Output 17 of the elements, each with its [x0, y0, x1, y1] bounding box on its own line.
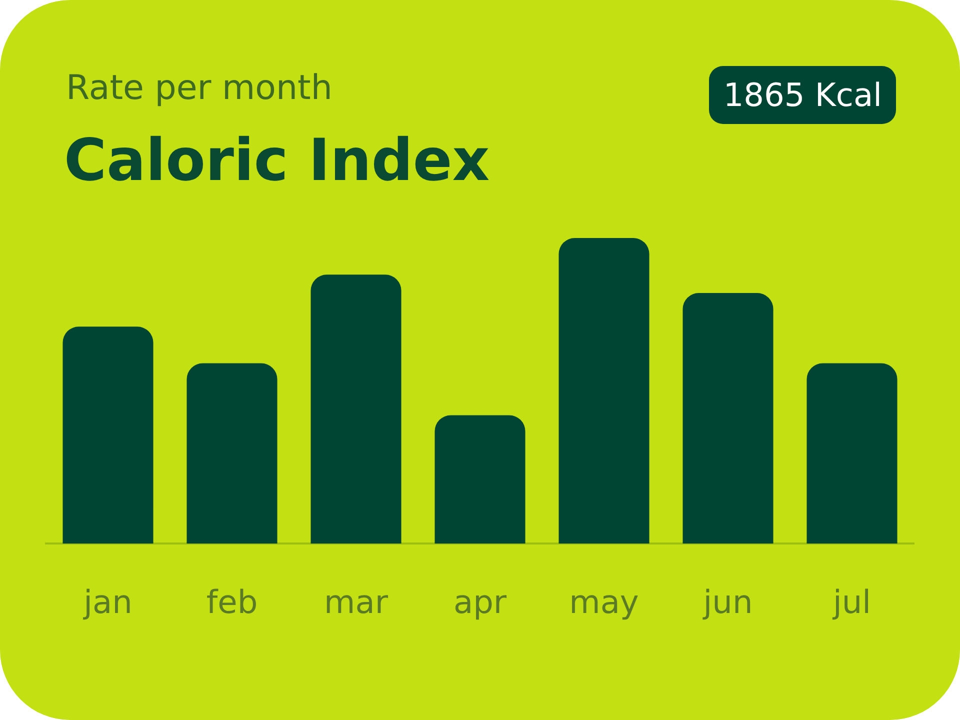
x-tick-label: feb: [206, 583, 258, 622]
chart-subtitle: Rate per month: [66, 68, 332, 108]
x-tick-label: jun: [702, 583, 753, 622]
bar: [434, 415, 526, 544]
bar: [682, 293, 774, 544]
chart-title: Caloric Index: [64, 126, 490, 194]
x-tick-label: jul: [832, 583, 872, 622]
bar: [558, 238, 650, 544]
x-tick-label: mar: [324, 583, 389, 622]
bar: [806, 363, 898, 544]
bar: [62, 326, 154, 544]
x-tick-label: jan: [82, 583, 132, 622]
bar: [186, 363, 278, 544]
x-tick-label: apr: [453, 583, 508, 622]
bar: [310, 274, 402, 544]
x-tick-label: may: [569, 583, 639, 622]
text: 1865 Kcal: [709, 66, 896, 124]
